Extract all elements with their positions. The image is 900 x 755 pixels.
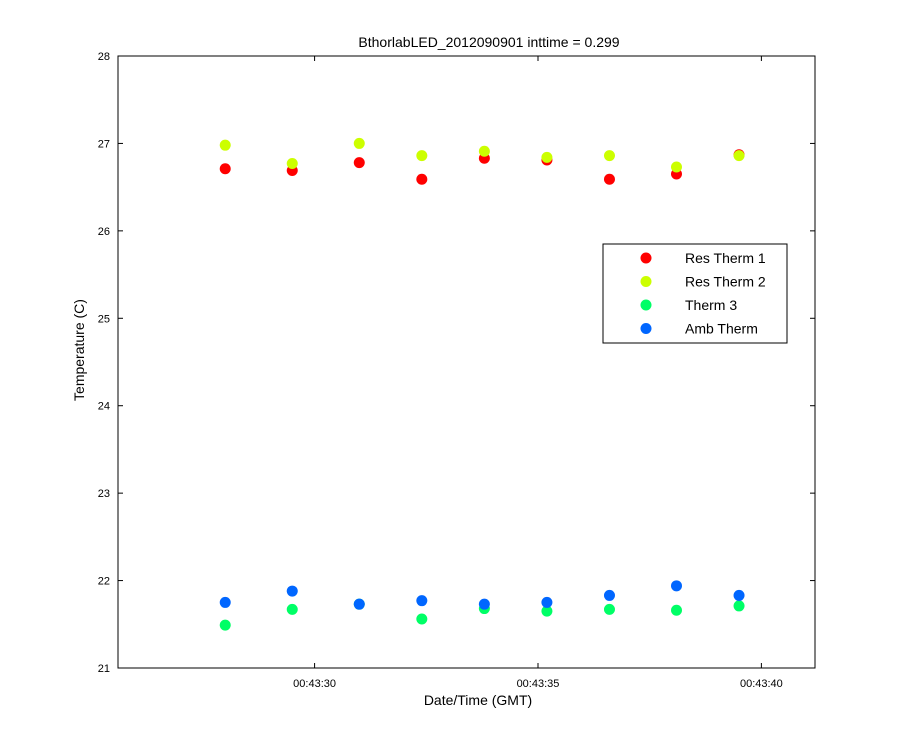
series-group bbox=[219, 580, 745, 610]
legend: Res Therm 1 Res Therm 2 Therm 3 Amb Therm bbox=[602, 243, 788, 344]
points-layer bbox=[219, 137, 745, 631]
data-point bbox=[286, 585, 298, 597]
y-tick-label: 22 bbox=[98, 576, 110, 588]
y-tick-label: 21 bbox=[98, 663, 110, 675]
data-point bbox=[733, 600, 745, 612]
y-axis-label: Temperature (C) bbox=[71, 299, 87, 401]
data-point bbox=[286, 158, 298, 170]
data-point bbox=[219, 139, 231, 151]
y-tick-label: 24 bbox=[98, 401, 110, 413]
data-point bbox=[670, 161, 682, 173]
ticks-layer: 21 22 23 24 25 26 27 28 00:43:30 00:43:35 00:43:40 bbox=[98, 51, 815, 690]
legend-label: Res Therm 2 bbox=[685, 274, 766, 290]
y-tick-label: 27 bbox=[98, 138, 110, 150]
data-point bbox=[733, 589, 745, 601]
x-tick-label: 00:43:35 bbox=[517, 678, 560, 690]
data-point bbox=[670, 580, 682, 592]
data-point bbox=[541, 596, 553, 608]
data-point bbox=[416, 173, 428, 185]
x-tick-label: 00:43:40 bbox=[740, 678, 783, 690]
data-point bbox=[219, 619, 231, 631]
data-point bbox=[416, 595, 428, 607]
legend-label: Therm 3 bbox=[685, 297, 737, 313]
data-point bbox=[603, 173, 615, 185]
data-point bbox=[603, 603, 615, 615]
legend-label: Res Therm 1 bbox=[685, 250, 766, 266]
series-group bbox=[219, 137, 745, 173]
data-point bbox=[478, 598, 490, 610]
legend-marker bbox=[640, 299, 652, 311]
data-point bbox=[603, 589, 615, 601]
data-point bbox=[353, 137, 365, 149]
x-tick-label: 00:43:30 bbox=[293, 678, 336, 690]
data-point bbox=[478, 145, 490, 157]
legend-box bbox=[602, 243, 788, 344]
x-axis-label: Date/Time (GMT) bbox=[424, 692, 532, 708]
data-point bbox=[219, 596, 231, 608]
legend-label: Amb Therm bbox=[685, 321, 758, 337]
legend-marker bbox=[640, 323, 652, 334]
y-tick-label: 28 bbox=[98, 51, 110, 63]
legend-marker bbox=[640, 276, 652, 287]
data-point bbox=[286, 603, 298, 615]
legend-marker bbox=[640, 252, 652, 264]
data-point bbox=[416, 613, 428, 625]
plot-area bbox=[117, 55, 816, 669]
chart-title: BthorlabLED_2012090901 inttime = 0.299 bbox=[358, 34, 619, 50]
data-point bbox=[733, 150, 745, 162]
y-tick-label: 25 bbox=[98, 313, 110, 325]
data-point bbox=[670, 604, 682, 616]
data-point bbox=[219, 163, 231, 175]
data-point bbox=[416, 150, 428, 162]
data-point bbox=[353, 598, 365, 610]
data-point bbox=[541, 151, 553, 163]
y-tick-label: 26 bbox=[98, 226, 110, 238]
data-point bbox=[541, 605, 553, 617]
y-tick-label: 23 bbox=[98, 488, 110, 500]
data-point bbox=[603, 150, 615, 162]
data-point bbox=[353, 157, 365, 169]
